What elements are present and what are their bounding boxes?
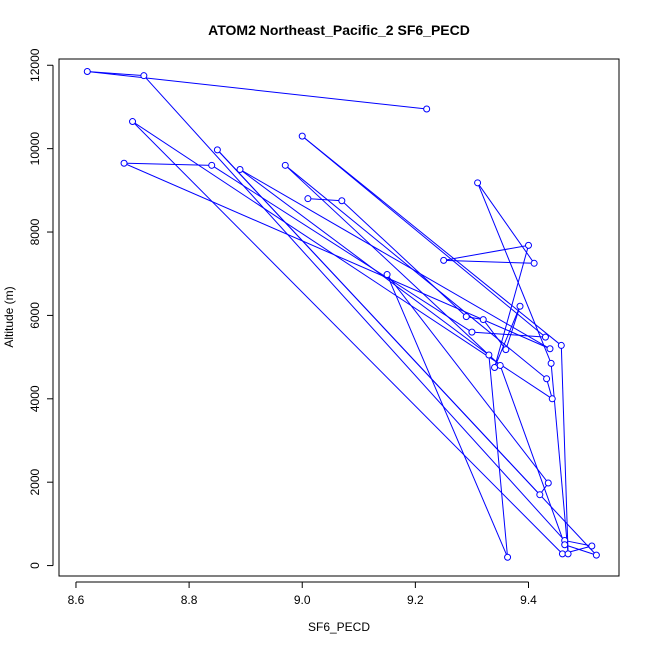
data-point: [588, 542, 596, 550]
data-point: [592, 551, 600, 559]
series-segment: [301, 135, 546, 338]
series-segment: [87, 71, 427, 110]
series-segment: [443, 244, 529, 261]
series-segment: [494, 245, 529, 368]
data-point: [440, 256, 448, 264]
data-point: [213, 146, 221, 154]
series-segment: [217, 149, 541, 496]
data-point: [479, 316, 487, 324]
data-point: [468, 328, 476, 336]
data-point: [281, 161, 289, 169]
data-point: [561, 541, 569, 549]
series-segment: [239, 169, 551, 350]
series-segment: [564, 540, 592, 547]
y-tick-label: 2000: [28, 469, 42, 496]
series-segment: [341, 200, 467, 318]
data-point: [298, 132, 306, 140]
series-segment: [386, 274, 509, 558]
series-segment: [564, 544, 597, 556]
x-tick-label: 9.0: [294, 593, 311, 607]
data-point: [491, 364, 499, 372]
series-segment: [488, 354, 509, 558]
y-tick-label: 10000: [28, 132, 42, 166]
series-segment: [494, 306, 521, 368]
series-segment: [87, 71, 144, 77]
data-point: [530, 259, 538, 267]
data-point: [236, 165, 244, 173]
data-point: [496, 361, 504, 369]
series-segment: [132, 121, 553, 400]
y-axis-label: Altitude (m): [2, 286, 16, 347]
data-point: [462, 313, 470, 321]
x-tick-label: 9.2: [407, 593, 424, 607]
data-point: [558, 550, 566, 558]
y-tick-label: 12000: [28, 48, 42, 82]
data-point: [129, 118, 137, 126]
y-tick-label: 8000: [28, 218, 42, 245]
series-segment: [482, 319, 507, 350]
data-point: [423, 105, 431, 113]
series-segment: [550, 363, 569, 554]
series-segment: [284, 164, 501, 366]
series-segment: [505, 306, 521, 350]
data-point: [120, 159, 128, 167]
series-segment: [386, 274, 549, 484]
data-point: [140, 72, 148, 80]
series-segment: [477, 182, 552, 364]
data-point: [543, 375, 551, 383]
data-point: [383, 271, 391, 279]
series-segment: [301, 135, 562, 346]
data-point: [338, 197, 346, 205]
y-tick-label: 0: [28, 562, 42, 569]
series-segment: [124, 162, 212, 166]
data-point: [536, 491, 544, 499]
data-point: [564, 550, 572, 558]
x-tick-label: 8.6: [68, 593, 85, 607]
series-segment: [560, 345, 569, 554]
series-segment: [499, 365, 566, 545]
series-lines: [87, 71, 597, 558]
data-point: [516, 302, 524, 310]
x-axis: 8.6 8.8 9.0 9.2 9.4: [68, 581, 537, 607]
series-segment: [443, 259, 535, 264]
plot-area: [58, 58, 620, 577]
series-segment: [132, 121, 563, 555]
data-point: [546, 345, 554, 353]
series-segment: [211, 164, 473, 333]
series-segment: [239, 169, 490, 356]
y-axis: 0 2000 4000 6000 8000 10000 12000: [28, 48, 54, 569]
series-segment: [143, 75, 566, 541]
series-segment: [477, 182, 535, 264]
data-point: [502, 346, 510, 354]
data-point: [548, 395, 556, 403]
x-tick-label: 8.8: [181, 593, 198, 607]
data-point: [208, 161, 216, 169]
data-point: [557, 341, 565, 349]
y-tick-label: 4000: [28, 385, 42, 412]
x-axis-label: SF6_PECD: [308, 620, 370, 634]
data-point: [83, 68, 91, 76]
chart-title: ATOM2 Northeast_Pacific_2 SF6_PECD: [208, 22, 470, 38]
x-tick-label: 9.4: [520, 593, 537, 607]
series-segment: [307, 198, 342, 202]
data-point: [544, 479, 552, 487]
data-point: [504, 553, 512, 561]
data-point: [524, 241, 532, 249]
series-points: [83, 68, 600, 561]
data-point: [547, 359, 555, 367]
series-segment: [284, 164, 547, 380]
data-point: [541, 333, 549, 341]
y-tick-label: 6000: [28, 302, 42, 329]
data-point: [304, 195, 312, 203]
data-point: [474, 179, 482, 187]
series-segment: [123, 162, 551, 350]
data-point: [485, 351, 493, 359]
